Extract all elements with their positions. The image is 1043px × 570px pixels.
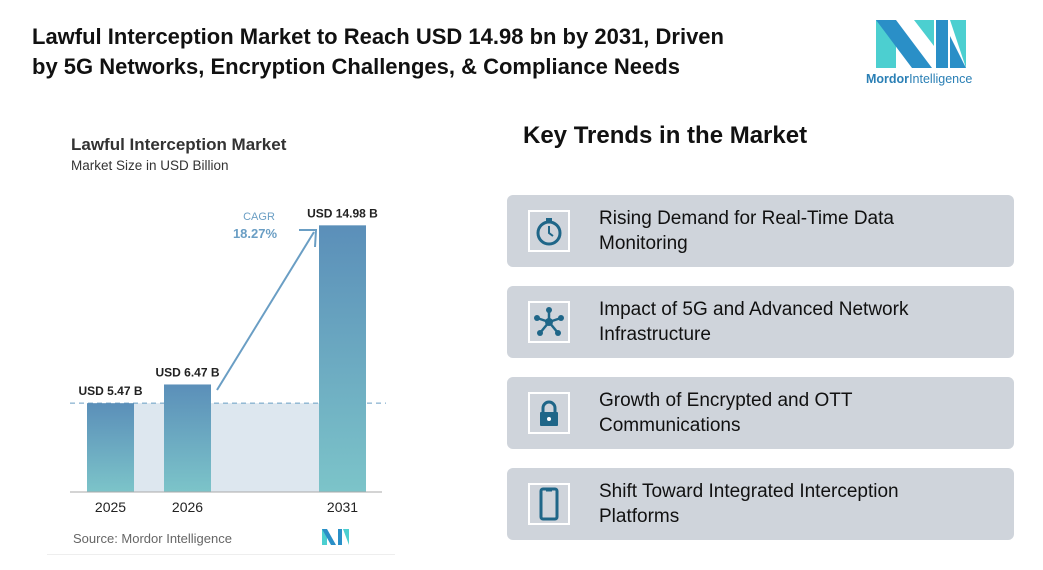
network-hub-icon <box>528 301 570 343</box>
mordor-logo-icon <box>876 20 966 68</box>
trend-text: Rising Demand for Real-Time Data <box>599 208 894 229</box>
mordor-small-logo-icon <box>322 529 349 545</box>
x-tick-2031: 2031 <box>327 499 358 515</box>
data-label-2025: USD 5.47 B <box>78 384 142 398</box>
trend-text: Growth of Encrypted and OTT <box>599 390 853 411</box>
trend-card-real-time-monitoring: Rising Demand for Real-Time Data Monitori… <box>507 195 1014 267</box>
trend-text: Impact of 5G and Advanced Network <box>599 299 909 320</box>
trend-text: Infrastructure <box>599 324 711 345</box>
chart-source: Source: Mordor Intelligence <box>73 531 232 546</box>
trend-text: Communications <box>599 415 741 436</box>
title-line-2: by 5G Networks, Encryption Challenges, &… <box>32 54 680 79</box>
bar-2026 <box>164 384 211 492</box>
chart-subtitle: Market Size in USD Billion <box>71 158 229 173</box>
stopwatch-icon <box>528 210 570 252</box>
title-line-1: Lawful Interception Market to Reach USD … <box>32 24 724 49</box>
data-label-2026: USD 6.47 B <box>155 365 219 379</box>
baseline-shade <box>134 403 319 492</box>
cagr-arrow <box>216 231 315 391</box>
mobile-phone-icon <box>528 483 570 525</box>
cagr-value: 18.27% <box>233 226 278 241</box>
bar-chart: USD 5.47 B 2025 USD 6.47 B 2026 USD 14.98 B 2… <box>70 206 386 515</box>
logo-text: MordorIntelligence <box>866 72 973 86</box>
trend-card-encrypted: Growth of Encrypted and OTT Communication… <box>507 377 1014 449</box>
trend-card-5g: Impact of 5G and Advanced Network Infrast… <box>507 286 1014 358</box>
trend-text: Platforms <box>599 506 680 527</box>
chart-title: Lawful Interception Market <box>71 135 287 154</box>
key-trends-heading: Key Trends in the Market <box>523 122 808 149</box>
bar-2031 <box>319 225 366 492</box>
trend-text: Monitoring <box>599 233 688 254</box>
bar-2025 <box>87 403 134 492</box>
cagr-arrowhead <box>299 229 318 248</box>
data-label-2031: USD 14.98 B <box>307 206 378 220</box>
trend-card-integrated-platforms: Shift Toward Integrated Interception Plat… <box>507 468 1014 540</box>
trend-text: Shift Toward Integrated Interception <box>599 481 899 502</box>
lock-icon <box>528 392 570 434</box>
x-tick-2025: 2025 <box>95 499 126 515</box>
page-title: Lawful Interception Market to Reach USD … <box>32 22 832 82</box>
x-tick-2026: 2026 <box>172 499 203 515</box>
cagr-label: CAGR <box>243 211 275 223</box>
